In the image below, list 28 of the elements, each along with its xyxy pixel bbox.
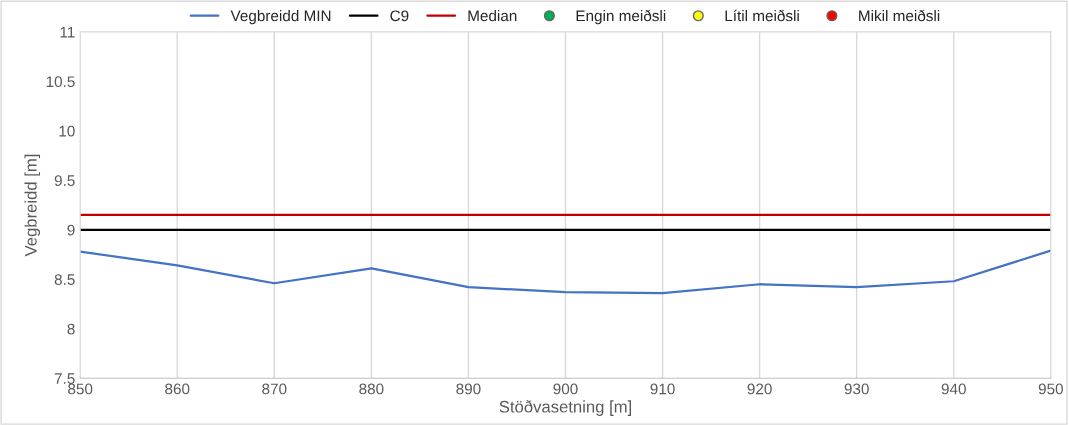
x-tick-label: 930 (844, 383, 869, 395)
y-tick-label: 10.5 (46, 76, 75, 88)
y-tick-label: 9 (67, 224, 75, 236)
x-tick-label: 910 (650, 383, 675, 395)
legend-label: Engin meiðsli (576, 9, 666, 25)
x-tick-label: 950 (1038, 383, 1063, 395)
x-tick-label: 880 (359, 383, 384, 395)
x-tick-label: 850 (68, 383, 93, 395)
legend-label: Vegbreidd MIN (230, 9, 331, 25)
y-tick-label: 11 (60, 26, 75, 38)
x-tick-label: 860 (165, 383, 190, 395)
legend-label: Median (468, 9, 517, 22)
x-tick-label: 870 (262, 383, 287, 395)
x-tick-label: 920 (747, 383, 772, 395)
legend-label: Mikil meiðsli (859, 9, 940, 22)
legend-label: C9 (390, 10, 409, 22)
y-tick-label: 8.5 (54, 274, 75, 285)
x-tick-label: 940 (941, 383, 966, 395)
x-tick-label: 890 (456, 383, 481, 395)
legend-label: Lítil meiðsli (725, 9, 799, 22)
y-tick-label: 9.5 (54, 175, 75, 187)
x-tick-label: 900 (553, 383, 578, 395)
y-axis-title: Vegbreidd [m] (24, 154, 41, 257)
y-tick-label: 10 (59, 125, 75, 137)
y-tick-label: 7.5 (54, 373, 75, 384)
line-series (80, 249, 1051, 295)
y-tick-label: 8 (67, 323, 75, 335)
x-axis-title: Stöðvasetning [m] (499, 400, 632, 416)
